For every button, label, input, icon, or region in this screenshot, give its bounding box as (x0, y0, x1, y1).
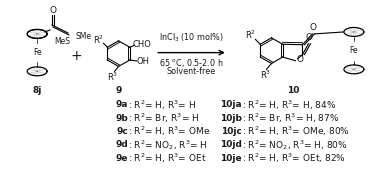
Text: +: + (70, 49, 82, 63)
Text: : R$^{2}$= H, R$^{3}$= OEt, 82%: : R$^{2}$= H, R$^{3}$= OEt, 82% (242, 151, 346, 165)
Text: R$^{2}$: R$^{2}$ (93, 33, 104, 45)
Text: OH: OH (136, 58, 149, 67)
Text: 10: 10 (287, 86, 299, 95)
Text: O: O (296, 55, 303, 64)
Text: 9b: 9b (116, 114, 129, 123)
Text: : R$^{2}$= H, R$^{3}$= OMe, 80%: : R$^{2}$= H, R$^{3}$= OMe, 80% (242, 125, 350, 138)
Text: : R$^{2}$= H, R$^{3}$= H: : R$^{2}$= H, R$^{3}$= H (129, 98, 197, 111)
Text: 9d: 9d (116, 140, 129, 149)
Text: : R$^{2}$= Br, R$^{3}$= H: : R$^{2}$= Br, R$^{3}$= H (129, 111, 200, 125)
Text: 10jd: 10jd (220, 140, 242, 149)
Text: : R$^{2}$= Br, R$^{3}$= H, 87%: : R$^{2}$= Br, R$^{3}$= H, 87% (242, 111, 339, 125)
Text: O: O (306, 33, 313, 42)
Text: MeS: MeS (54, 37, 70, 46)
Text: R$^{3}$: R$^{3}$ (260, 69, 271, 81)
Text: 9a: 9a (116, 100, 129, 109)
Text: 10jb: 10jb (220, 114, 242, 123)
Text: 10jc: 10jc (221, 127, 242, 136)
Text: R$^{3}$: R$^{3}$ (107, 71, 118, 83)
Text: 9c: 9c (117, 127, 129, 136)
Text: O: O (310, 23, 317, 32)
Text: 9: 9 (115, 86, 122, 95)
Text: R$^{2}$: R$^{2}$ (245, 28, 256, 41)
Text: Fe: Fe (350, 46, 358, 55)
Text: : R$^{2}$= NO$_{2}$, R$^{3}$= H, 80%: : R$^{2}$= NO$_{2}$, R$^{3}$= H, 80% (242, 138, 348, 152)
Text: O: O (49, 6, 56, 15)
Text: CHO: CHO (132, 40, 151, 49)
Text: : R$^{2}$= H, R$^{3}$= OEt: : R$^{2}$= H, R$^{3}$= OEt (129, 151, 207, 165)
Text: InCl$_{3}$ (10 mol%): InCl$_{3}$ (10 mol%) (159, 31, 224, 44)
Text: 8j: 8j (33, 86, 42, 95)
Text: : R$^{2}$= H, R$^{3}$= OMe: : R$^{2}$= H, R$^{3}$= OMe (129, 125, 211, 138)
Text: Fe: Fe (33, 48, 42, 57)
Text: SMe: SMe (76, 32, 92, 41)
Text: 9e: 9e (116, 154, 129, 163)
Text: : R$^{2}$= NO$_{2}$, R$^{3}$= H: : R$^{2}$= NO$_{2}$, R$^{3}$= H (129, 138, 208, 152)
Text: Solvent-free: Solvent-free (167, 67, 216, 76)
Text: 10ja: 10ja (220, 100, 242, 109)
Text: : R$^{2}$= H, R$^{3}$= H, 84%: : R$^{2}$= H, R$^{3}$= H, 84% (242, 98, 336, 111)
Text: 10je: 10je (220, 154, 242, 163)
Text: 65 $^{o}$C, 0.5-2.0 h: 65 $^{o}$C, 0.5-2.0 h (159, 57, 224, 69)
